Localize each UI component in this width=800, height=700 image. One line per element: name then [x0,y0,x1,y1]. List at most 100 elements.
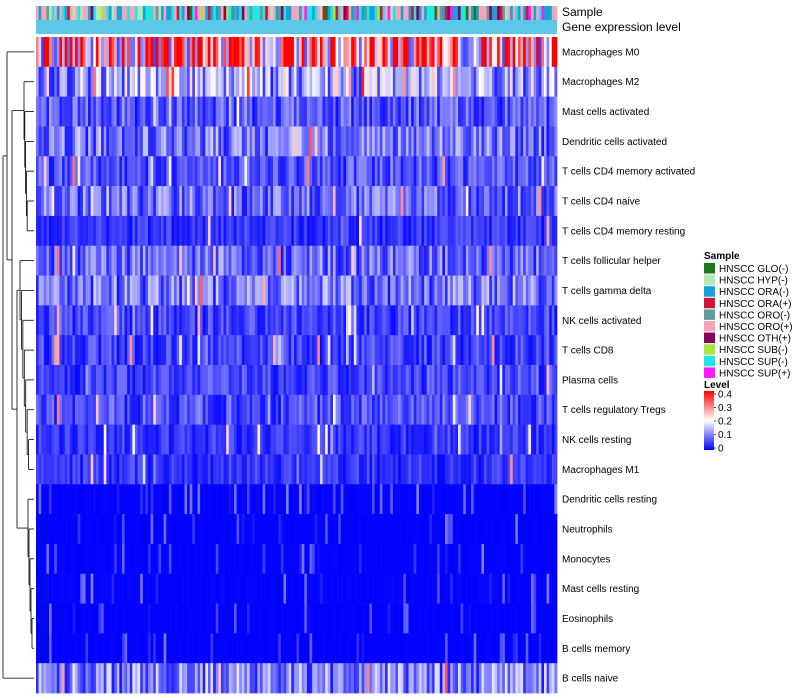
heatmap-cell [176,305,180,336]
heatmap-cell [434,633,438,664]
heatmap-cell [278,484,282,515]
heatmap-cell [215,424,219,455]
heatmap-cell [379,215,383,247]
heatmap-cell [148,514,151,545]
heatmap-cell [273,454,277,485]
heatmap-cell [98,394,102,425]
heatmap-cell [364,156,368,187]
heatmap-cell [189,573,193,604]
heatmap-cell [93,633,97,664]
sample-annotation-cell [353,6,357,20]
sample-annotation-cell [309,6,313,20]
heatmap-cell [530,215,534,247]
heatmap-cell [56,275,60,306]
heatmap-cell [348,543,352,575]
sample-annotation-cell [129,6,133,20]
heatmap-cell [304,245,308,276]
heatmap-cell [325,663,329,694]
heatmap-cell [497,186,501,217]
heatmap-cell [262,275,266,306]
heatmap-cell [59,305,63,336]
heatmap-cell [257,96,261,127]
heatmap-cell [218,245,222,276]
heatmap-cell [528,394,532,425]
heatmap-cell [528,633,532,664]
heatmap-cell [408,365,412,396]
heatmap-cell [434,335,438,366]
heatmap-cell [447,394,451,425]
heatmap-cell [372,245,376,276]
heatmap-cell [434,156,438,187]
heatmap-cell [142,37,146,68]
heatmap-cell [181,573,185,604]
heatmap-cell [335,543,339,575]
heatmap-cell [408,484,412,515]
heatmap-cell [59,156,63,187]
heatmap-cell [150,543,154,575]
heatmap-cell [512,394,516,425]
heatmap-cell [504,365,508,396]
heatmap-cell [239,573,243,604]
heatmap-cell [127,424,131,455]
heatmap-cell [431,37,435,68]
heatmap-cell [106,573,110,604]
heatmap-cell [330,633,334,664]
heatmap-cell [103,663,107,694]
heatmap-cell [283,66,287,97]
heatmap-cell [150,394,154,425]
heatmap-cell [366,543,370,575]
heatmap-cell [447,305,451,336]
heatmap-cell [489,543,493,575]
heatmap-cell [369,365,373,396]
heatmap-cell [400,514,404,545]
heatmap-cell [267,305,271,336]
heatmap-cell [296,543,300,575]
heatmap-cell [137,484,141,515]
sample-annotation-cell [38,6,42,20]
heatmap-cell [153,543,157,575]
heatmap-cell [80,394,84,425]
heatmap-cell [366,633,370,664]
heatmap-cell [93,186,97,217]
heatmap-cell [330,156,334,187]
heatmap-cell [515,484,519,515]
heatmap-cell [288,245,292,276]
heatmap-cell [361,365,365,396]
heatmap-cell [403,335,407,366]
heatmap-cell [463,335,467,366]
heatmap-cell [163,156,167,187]
sample-annotation-cell [288,6,292,20]
heatmap-cell [468,514,472,545]
heatmap-cell [67,96,71,127]
heatmap-cell [98,96,102,127]
heatmap-cell [163,215,167,247]
heatmap-cell [481,126,485,157]
sample-annotation-cell [194,6,198,20]
heatmap-cell [494,305,498,336]
heatmap-cell [484,365,488,396]
heatmap-cell [158,126,162,157]
heatmap-cell [265,335,269,366]
heatmap-cell [166,424,170,455]
heatmap-cell [306,365,310,396]
heatmap-cell [325,275,329,306]
heatmap-cell [114,305,118,336]
heatmap-cell [174,514,178,545]
heatmap-cell [205,603,209,634]
heatmap-cell [69,126,73,157]
heatmap-cell [103,603,107,634]
heatmap-cell [145,37,149,68]
heatmap-cell [202,305,206,336]
heatmap-cell [510,454,514,485]
heatmap-cell [278,454,282,485]
heatmap-cell [413,37,417,68]
heatmap-cell [226,37,230,68]
heatmap-cell [200,543,204,575]
heatmap-cell [140,573,144,604]
heatmap-cell [181,484,185,515]
row-label: Macrophages M2 [562,77,640,88]
heatmap-cell [510,186,514,217]
heatmap-cell [387,573,391,604]
heatmap-cell [187,573,191,604]
heatmap-cell [127,484,131,515]
